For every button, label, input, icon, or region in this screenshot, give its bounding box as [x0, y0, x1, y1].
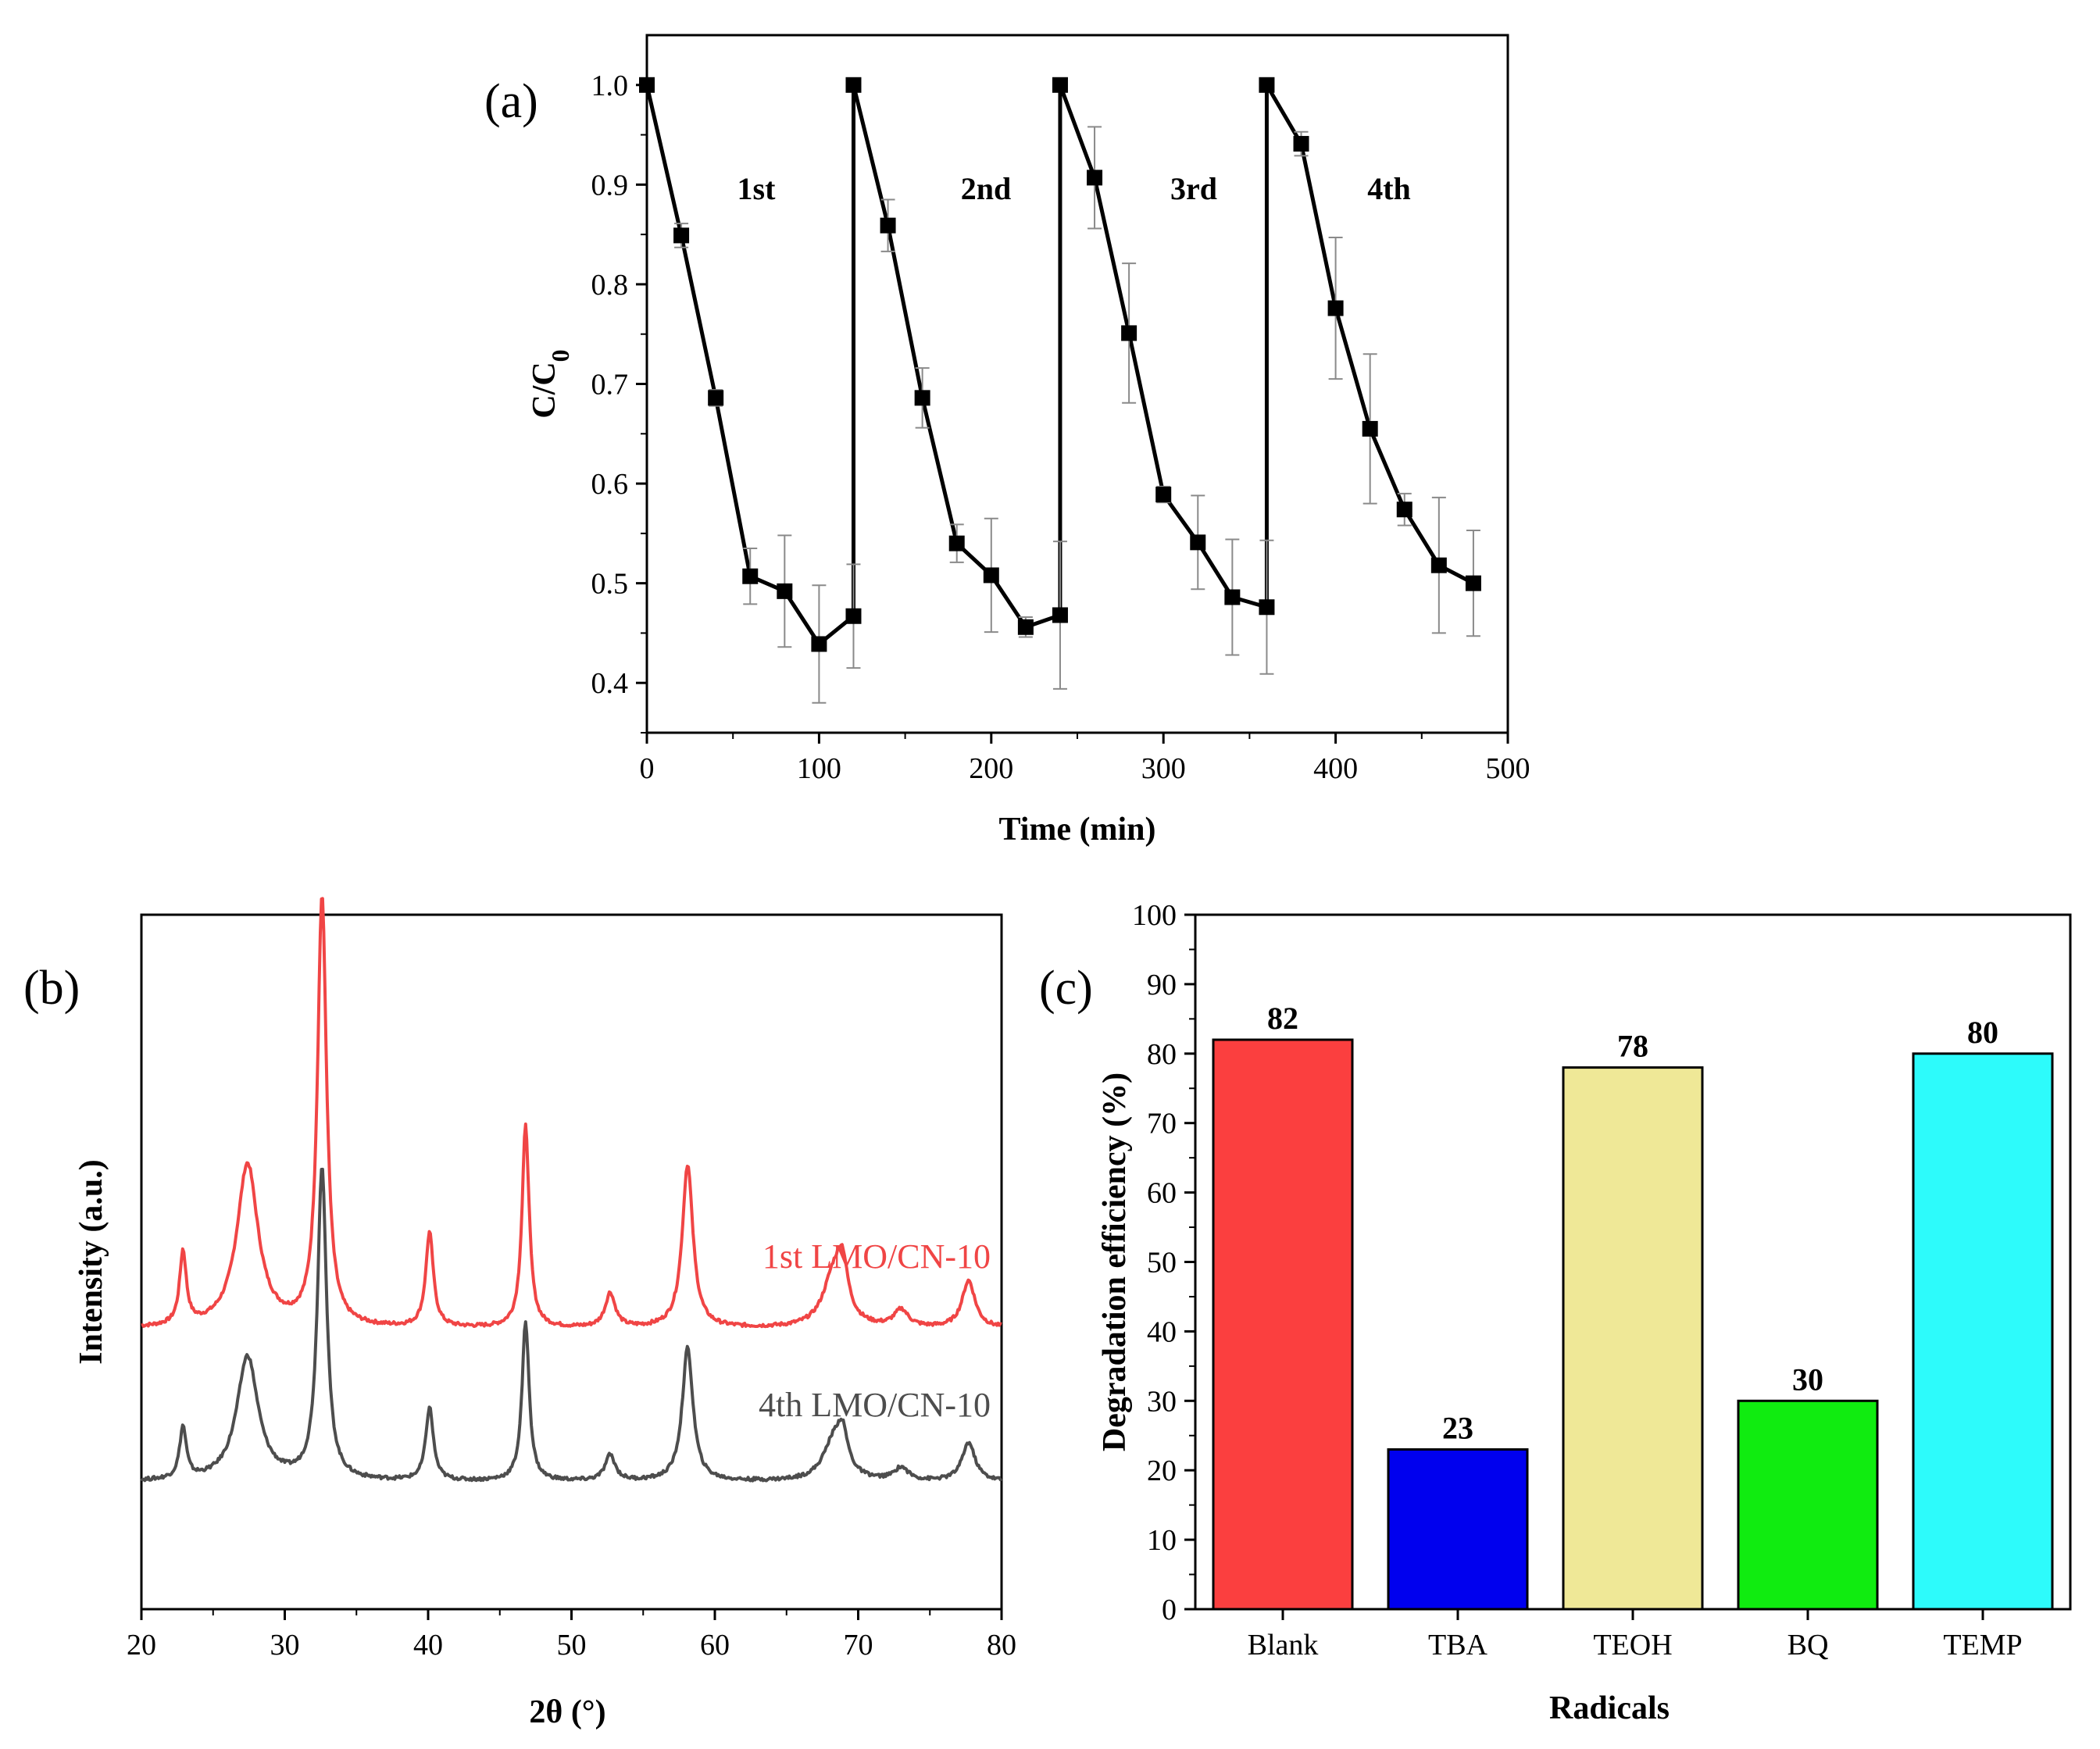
y-tick-label: 0	[1162, 1594, 1177, 1626]
x-category-label: TBA	[1428, 1629, 1488, 1662]
x-tick-label: 70	[844, 1629, 873, 1662]
bar	[1737, 1399, 1879, 1611]
y-tick-label: 40	[1147, 1315, 1177, 1348]
data-point	[845, 77, 862, 93]
data-point	[1087, 170, 1103, 186]
data-point	[742, 568, 759, 584]
data-point	[777, 583, 793, 599]
xrd-pattern-line	[141, 897, 1002, 1329]
data-point	[1396, 501, 1412, 518]
data-point	[1052, 607, 1068, 623]
x-axis-title: Radicals	[1549, 1690, 1670, 1726]
bar-value-label: 80	[1967, 1015, 1998, 1050]
x-tick-label: 100	[797, 752, 841, 785]
data-point	[1017, 619, 1034, 635]
bar-value-label: 30	[1792, 1362, 1823, 1397]
y-tick-label: 100	[1132, 899, 1177, 932]
y-tick-label: 0.9	[591, 169, 629, 202]
y-axis-title: Intensity (a.u.)	[73, 1159, 109, 1365]
data-point	[708, 390, 724, 406]
series-label: 1st LMO/CN-10	[762, 1237, 991, 1276]
x-tick-label: 50	[557, 1629, 587, 1662]
y-tick-label: 0.5	[591, 568, 629, 601]
bar	[1562, 1066, 1704, 1611]
data-point	[811, 636, 827, 652]
data-point	[1052, 77, 1068, 93]
data-point	[1430, 557, 1447, 573]
y-tick-label: 70	[1147, 1108, 1177, 1140]
cycle-label: 2nd	[961, 171, 1012, 206]
bar-value-label: 82	[1267, 1001, 1298, 1036]
y-tick-label: 60	[1147, 1177, 1177, 1210]
bar	[1387, 1448, 1529, 1611]
panel-c-radical-scavenging: (c) 82 Blank 23 TBA 78 TEOH 30 BQ 80 TEMP 0 10 20 30 40…	[1039, 899, 2072, 1726]
bar-value-label: 23	[1442, 1411, 1473, 1446]
panel-b-xrd-patterns: (b) 20 30 40 50 60 70 80 2θ (°) Intensity (a.u.) 1…	[23, 897, 1016, 1730]
data-point	[1259, 599, 1275, 616]
data-point	[914, 390, 930, 406]
y-axis-title: Degradation efficiency (%)	[1097, 1073, 1133, 1451]
x-category-label: Blank	[1248, 1629, 1319, 1662]
xrd-pattern-line	[140, 1167, 1003, 1483]
y-tick-label: 90	[1147, 969, 1177, 1001]
data-point	[1190, 534, 1206, 551]
plot-frame	[645, 34, 1509, 734]
x-tick-label: 500	[1486, 752, 1530, 785]
x-tick-label: 30	[270, 1629, 300, 1662]
y-tick-label: 50	[1147, 1247, 1177, 1280]
x-tick-label: 300	[1141, 752, 1186, 785]
bar	[1212, 1038, 1354, 1611]
bar	[1912, 1052, 2054, 1611]
bar-value-label: 78	[1617, 1029, 1648, 1064]
panel-a-label: (a)	[484, 75, 538, 128]
data-point	[673, 227, 690, 244]
data-point	[1155, 487, 1172, 503]
x-category-label: TEOH	[1593, 1629, 1672, 1662]
data-point	[880, 217, 896, 234]
panel-c-label: (c)	[1039, 962, 1093, 1015]
series-label: 4th LMO/CN-10	[759, 1386, 991, 1424]
data-point	[1224, 589, 1241, 605]
data-point	[1465, 575, 1481, 591]
x-tick-label: 60	[700, 1629, 730, 1662]
y-tick-label: 10	[1147, 1524, 1177, 1557]
data-point	[983, 567, 999, 584]
y-tick-label: 0.6	[591, 468, 629, 501]
y-axis-title: C/C0	[527, 349, 574, 418]
data-point	[1362, 420, 1378, 437]
x-category-label: BQ	[1788, 1629, 1829, 1662]
cycle-label: 4th	[1367, 171, 1411, 206]
y-tick-label: 0.4	[591, 667, 629, 700]
x-tick-label: 20	[127, 1629, 156, 1662]
x-tick-label: 400	[1313, 752, 1358, 785]
x-tick-label: 80	[987, 1629, 1016, 1662]
cycle-label: 3rd	[1170, 171, 1217, 206]
x-tick-label: 200	[969, 752, 1013, 785]
y-tick-label: 20	[1147, 1455, 1177, 1487]
data-point	[1327, 300, 1344, 316]
data-point	[1259, 77, 1275, 93]
series-line	[645, 83, 1475, 646]
data-point	[1293, 136, 1309, 152]
y-tick-label: 0.7	[591, 369, 629, 402]
cycle-label: 1st	[738, 171, 777, 206]
panel-b-label: (b)	[23, 962, 80, 1015]
data-point	[639, 77, 655, 93]
x-category-label: TEMP	[1943, 1629, 2022, 1662]
x-tick-label: 40	[413, 1629, 443, 1662]
y-tick-label: 30	[1147, 1385, 1177, 1418]
x-axis-title: 2θ (°)	[529, 1694, 605, 1730]
panel-a-degradation-cycles: (a) 0 100 200 300 400 500 0.4 0.5 0.6 0.7 0.8 0.9 1.0…	[484, 34, 1530, 848]
data-point	[845, 608, 862, 624]
x-tick-label: 0	[640, 752, 655, 785]
y-tick-label: 80	[1147, 1038, 1177, 1071]
data-point	[1121, 325, 1138, 341]
data-point	[948, 535, 965, 551]
y-tick-label: 1.0	[591, 70, 629, 102]
y-tick-label: 0.8	[591, 269, 629, 302]
x-axis-title: Time (min)	[998, 812, 1155, 848]
